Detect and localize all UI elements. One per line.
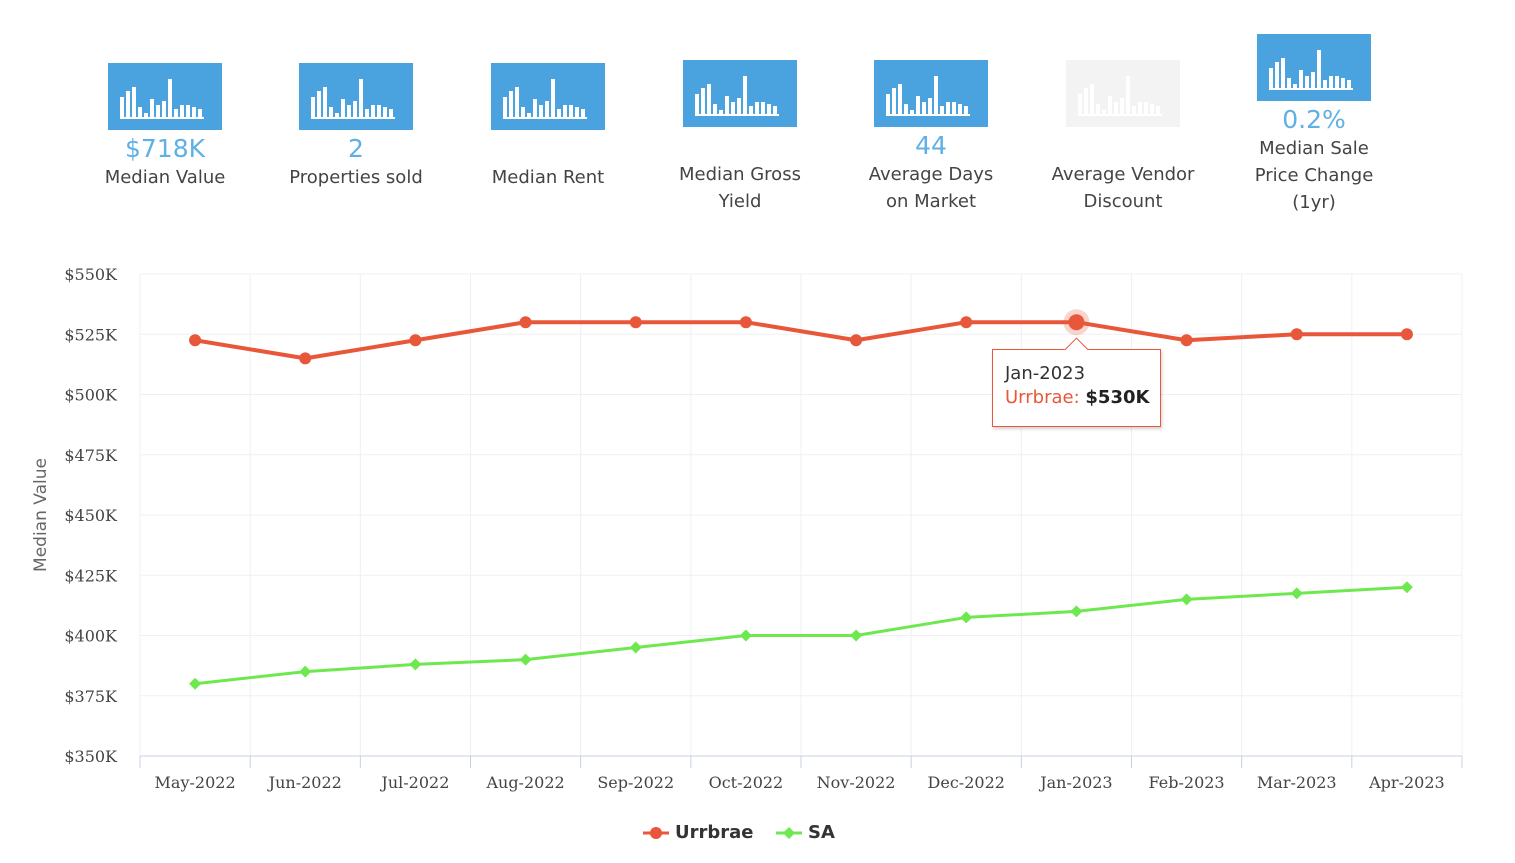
x-tick-label: Oct-2022 — [709, 773, 784, 792]
data-point-highlighted — [1068, 314, 1085, 331]
metric-value — [655, 131, 825, 161]
tooltip-value: $530K — [1085, 387, 1150, 408]
metric-median-sale-price-change[interactable]: 0.2% Median Sale Price Change (1yr) — [1229, 34, 1399, 216]
bar-chart-icon — [108, 63, 222, 130]
metric-label: Median Sale Price Change (1yr) — [1254, 138, 1374, 213]
bar-chart-icon — [491, 63, 605, 130]
metric-value: 44 — [915, 131, 947, 160]
data-point — [519, 653, 532, 666]
legend-circle-marker-icon — [643, 826, 669, 839]
metric-label: Median Rent — [491, 167, 605, 188]
metric-value: 0.2% — [1282, 105, 1346, 134]
tooltip-series-name: Urrbrae — [1005, 387, 1074, 408]
data-point — [739, 316, 752, 329]
data-point — [850, 334, 863, 347]
metric-average-vendor-discount[interactable]: Average Vendor Discount — [1038, 60, 1208, 215]
y-tick-label: $550K — [64, 265, 118, 284]
metric-label: Average Vendor Discount — [1051, 164, 1195, 212]
x-tick-label: Jan-2023 — [1038, 773, 1112, 792]
data-point — [1180, 334, 1193, 347]
legend-label: Urrbrae — [675, 822, 754, 843]
y-axis-title: Median Value — [31, 458, 51, 572]
metric-median-rent[interactable]: Median Rent — [463, 63, 633, 191]
data-point — [1290, 587, 1303, 600]
x-tick-label: Nov-2022 — [817, 773, 896, 792]
metric-value: 2 — [348, 134, 364, 163]
metric-value: $718K — [124, 134, 206, 163]
y-tick-label: $425K — [64, 566, 118, 585]
line-chart: $350K $375K $400K $425K $450K $475K $500K $525K… — [31, 265, 1463, 792]
data-point — [299, 665, 312, 678]
y-tick-label: $400K — [64, 627, 118, 646]
y-tick-label: $350K — [64, 747, 118, 766]
metric-label: Properties sold — [289, 167, 423, 188]
metric-label: Average Days on Market — [868, 164, 994, 212]
chart-tooltip: Jan-2023 Urrbrae: $530K — [992, 349, 1161, 427]
y-tick-label: $375K — [64, 687, 118, 706]
metric-median-gross-yield[interactable]: Median Gross Yield — [655, 60, 825, 215]
x-tick-label: Sep-2022 — [597, 773, 674, 792]
data-point — [960, 316, 973, 329]
x-tick-label: Apr-2023 — [1368, 773, 1445, 792]
x-tick-label: Dec-2022 — [928, 773, 1005, 792]
series-line-urrbrae — [194, 320, 1407, 361]
chart-legend: Urrbrae SA — [0, 822, 1515, 852]
data-point — [629, 316, 642, 329]
data-point — [1070, 605, 1083, 618]
metrics-bar: $718K Median Value 2 Properties sold Med… — [0, 0, 1515, 240]
series-line-sa — [194, 585, 1407, 686]
metric-label: Median Gross Yield — [679, 164, 801, 212]
metric-average-days-on-market[interactable]: 44 Average Days on Market — [846, 60, 1016, 215]
data-point — [519, 316, 532, 329]
data-point — [629, 641, 642, 654]
data-point — [1290, 328, 1303, 341]
metric-median-value[interactable]: $718K Median Value — [80, 63, 250, 191]
y-tick-label: $500K — [64, 386, 118, 405]
bar-chart-icon — [683, 60, 797, 127]
bar-chart-icon — [1066, 60, 1180, 127]
bar-chart-icon — [299, 63, 413, 130]
data-point — [1400, 581, 1413, 594]
data-point — [1180, 593, 1193, 606]
x-tick-label: Aug-2022 — [485, 773, 564, 792]
data-point — [1400, 328, 1413, 341]
legend-label: SA — [808, 822, 835, 843]
y-tick-label: $475K — [64, 446, 118, 465]
data-point — [409, 658, 422, 671]
data-point — [189, 334, 202, 347]
tooltip-row: Urrbrae: $530K — [1005, 387, 1150, 408]
tooltip-month: Jan-2023 — [1005, 363, 1086, 384]
x-tick-label: Feb-2023 — [1149, 773, 1225, 792]
metric-value — [1038, 131, 1208, 161]
x-tick-label: Mar-2023 — [1257, 773, 1337, 792]
data-point — [409, 334, 422, 347]
data-point — [960, 611, 973, 624]
bar-chart-icon — [1257, 34, 1371, 101]
legend-diamond-marker-icon — [776, 826, 802, 839]
x-tick-label: Jun-2022 — [267, 773, 342, 792]
x-tick-label: Jul-2022 — [379, 773, 449, 792]
y-tick-label: $450K — [64, 506, 118, 525]
legend-item-urrbrae[interactable]: Urrbrae — [643, 822, 754, 843]
legend-item-sa[interactable]: SA — [776, 822, 835, 843]
data-point — [189, 677, 202, 690]
data-point — [299, 352, 312, 365]
y-tick-label: $525K — [64, 325, 118, 344]
metric-label: Median Value — [104, 167, 226, 188]
metric-value — [463, 134, 633, 164]
metric-properties-sold[interactable]: 2 Properties sold — [271, 63, 441, 191]
bar-chart-icon — [874, 60, 988, 127]
data-point — [850, 629, 863, 642]
data-point — [739, 629, 752, 642]
x-tick-label: May-2022 — [155, 773, 236, 792]
